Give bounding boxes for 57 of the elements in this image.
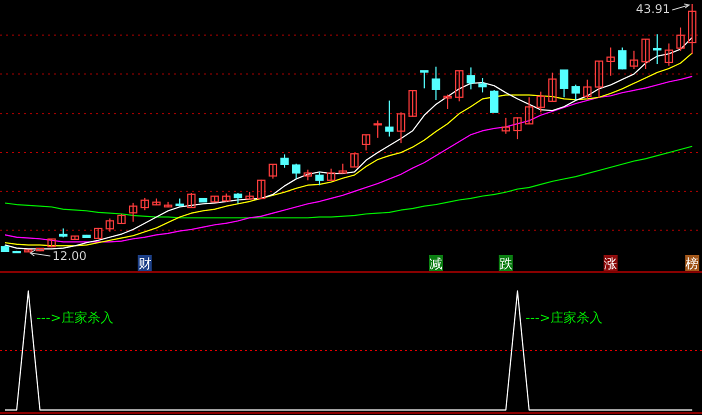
candlestick — [94, 227, 102, 240]
candlestick — [117, 214, 126, 224]
candlestick — [362, 134, 370, 152]
candlestick — [524, 96, 534, 125]
candlestick — [385, 100, 394, 138]
candlestick — [548, 72, 557, 102]
candlestick — [350, 152, 359, 168]
candlestick — [374, 120, 382, 138]
annotation: --->庄家杀入 — [525, 310, 602, 326]
candlestick — [653, 34, 662, 65]
candlestick — [210, 195, 219, 203]
candlestick — [408, 90, 417, 118]
text: 涨 — [604, 257, 618, 272]
candlestick — [187, 192, 196, 208]
candlestick — [315, 171, 324, 186]
candlestick — [641, 38, 650, 70]
candlestick — [280, 154, 289, 168]
candlestick — [420, 70, 429, 89]
candlestick — [443, 94, 452, 110]
candlestick — [234, 192, 242, 204]
candlestick — [572, 84, 580, 101]
candlestick — [466, 66, 476, 90]
candlestick — [478, 77, 487, 93]
candlestick — [688, 3, 696, 55]
candlestick — [106, 218, 114, 232]
text: 跌 — [499, 257, 512, 272]
text: 榜 — [686, 257, 699, 272]
candlestick — [292, 163, 300, 180]
candlestick — [396, 112, 406, 144]
candlestick — [222, 192, 231, 202]
candlestick — [630, 50, 638, 70]
candlestick — [326, 168, 336, 182]
candlestick — [594, 60, 604, 99]
text: 减 — [429, 257, 442, 272]
candlestick — [664, 42, 674, 66]
candlestick — [583, 79, 592, 100]
candlestick — [432, 66, 440, 101]
candlestick — [490, 89, 498, 114]
annotation: 12.00 — [52, 249, 87, 263]
candlestick — [606, 46, 615, 76]
candlestick — [268, 164, 278, 180]
candlestick — [618, 46, 627, 70]
candlestick — [257, 179, 266, 200]
candlestick — [59, 228, 68, 238]
annotation: --->庄家杀入 — [36, 310, 114, 326]
candlestick — [502, 117, 510, 134]
candlestick — [536, 91, 545, 113]
candlestick — [513, 116, 522, 140]
candlestick — [140, 197, 149, 211]
annotation: 43.91 — [636, 2, 670, 16]
candlestick — [455, 70, 464, 102]
candlestick — [676, 26, 685, 52]
candlestick — [304, 169, 312, 181]
candlestick — [128, 202, 138, 222]
candlestick — [560, 69, 568, 98]
candlestick — [338, 163, 347, 174]
text: 财 — [138, 257, 152, 272]
